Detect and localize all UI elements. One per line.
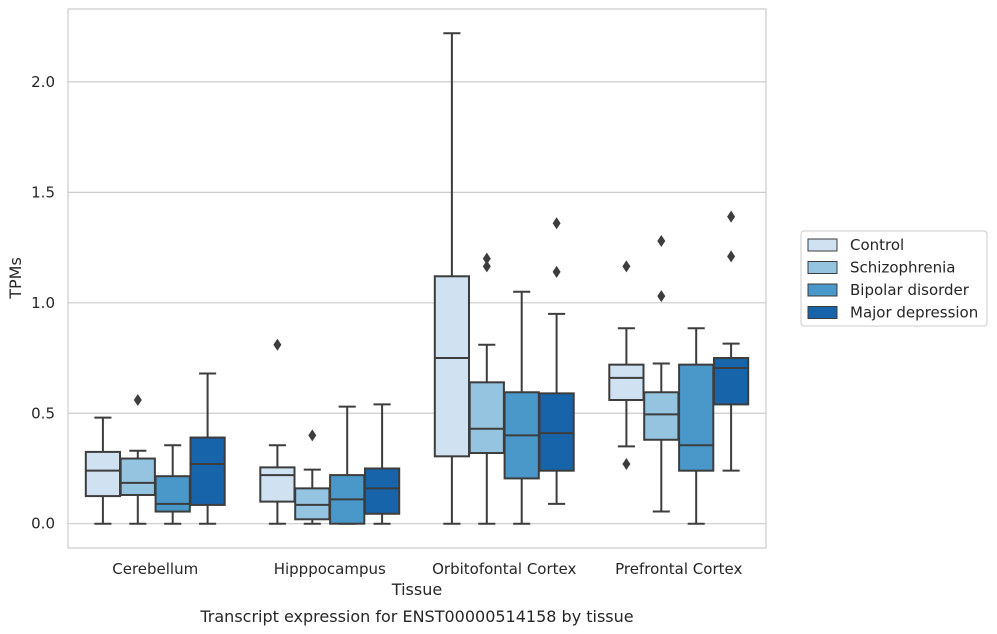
- x-tick-label: Hipppocampus: [274, 560, 386, 578]
- y-tick-label: 2.0: [31, 73, 55, 91]
- x-tick-label: Cerebellum: [112, 560, 198, 578]
- iqr-box: [643, 391, 680, 441]
- box-group: [608, 260, 645, 471]
- legend: Control Schizophrenia Bipolar disorder Majo…: [800, 230, 988, 327]
- box-group: [259, 338, 296, 525]
- iqr-box: [468, 381, 505, 455]
- outlier-point: [552, 265, 561, 278]
- box-groups: [84, 32, 750, 525]
- outlier-point: [308, 429, 317, 442]
- legend-label: Control: [850, 236, 904, 254]
- iqr-box: [294, 487, 331, 521]
- box-group: [678, 327, 715, 525]
- y-tick-label: 1.5: [31, 183, 55, 201]
- legend-label: Bipolar disorder: [850, 281, 970, 299]
- outlier-point: [622, 458, 631, 471]
- outlier-point: [727, 250, 736, 263]
- legend-label: Major depression: [850, 304, 978, 322]
- iqr-box: [189, 436, 226, 506]
- outlier-point: [482, 260, 491, 273]
- outlier-point: [482, 252, 491, 265]
- box-group: [154, 444, 191, 525]
- outlier-point: [657, 234, 666, 247]
- chart-caption: Transcript expression for ENST0000051415…: [199, 607, 633, 626]
- iqr-box: [259, 466, 296, 503]
- x-tick-label: Prefrontal Cortex: [615, 560, 742, 578]
- outlier-point: [133, 393, 142, 406]
- iqr-box: [608, 363, 645, 401]
- iqr-box: [433, 275, 471, 458]
- box-group: [84, 416, 122, 525]
- iqr-box: [678, 363, 715, 472]
- outlier-point: [727, 210, 736, 223]
- box-group: [538, 217, 575, 505]
- box-group: [643, 234, 680, 513]
- y-tick-label: 1.0: [31, 294, 55, 312]
- iqr-box: [363, 467, 401, 515]
- outlier-point: [273, 338, 282, 351]
- box-group: [468, 252, 505, 525]
- iqr-box: [538, 392, 575, 472]
- y-tick-label: 0.0: [31, 515, 55, 533]
- y-tick-label: 0.5: [31, 404, 55, 422]
- legend-swatch: [807, 283, 838, 297]
- legend-swatch: [807, 306, 838, 319]
- y-axis-title: TPMs: [6, 257, 25, 300]
- x-tick-label: Orbitofontal Cortex: [432, 560, 576, 578]
- box-group: [363, 403, 401, 525]
- outlier-point: [657, 290, 666, 303]
- box-group: [503, 290, 540, 525]
- box-group: [189, 372, 226, 525]
- legend-label: Schizophrenia: [850, 259, 955, 277]
- legend-swatch: [807, 238, 838, 252]
- tick-labels: 0.0 0.5 1.0 1.5 2.0 Cerebellum Hipppocampus Orb…: [31, 73, 742, 578]
- legend-frame: [800, 230, 988, 327]
- plot-frame: [67, 8, 767, 549]
- box-group: [433, 32, 471, 525]
- iqr-box: [84, 450, 122, 498]
- outlier-point: [622, 260, 631, 273]
- iqr-box: [119, 457, 156, 496]
- box-group: [294, 429, 331, 525]
- legend-swatch: [807, 261, 838, 274]
- iqr-box: [712, 357, 750, 406]
- x-axis-title: Tissue: [391, 580, 442, 599]
- outlier-point: [552, 217, 561, 230]
- box-group: [712, 210, 750, 472]
- iqr-box: [154, 475, 191, 513]
- box-group: [329, 405, 366, 525]
